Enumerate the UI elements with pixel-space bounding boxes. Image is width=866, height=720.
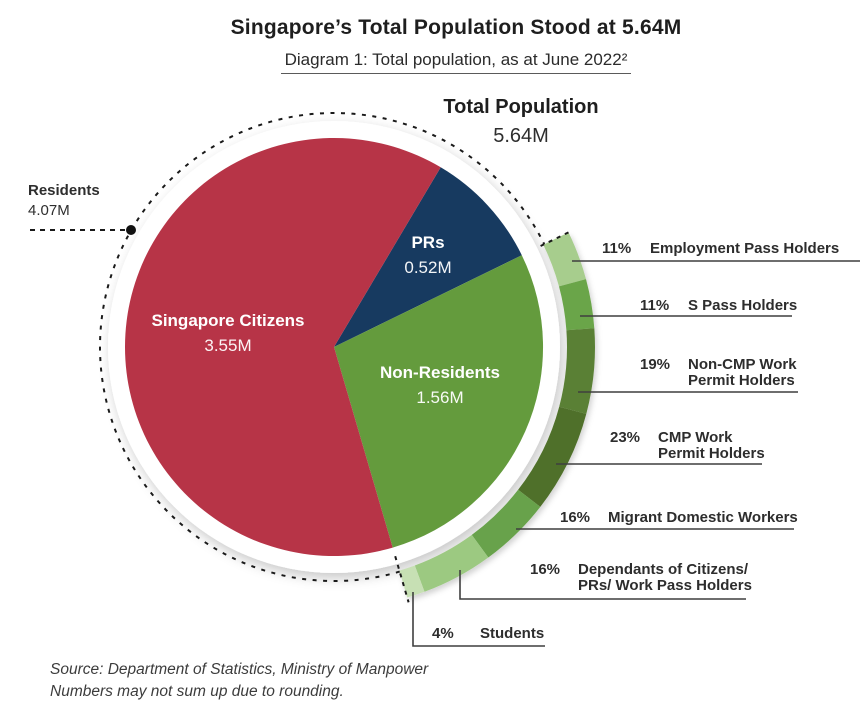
legend-connector-6 xyxy=(412,592,545,647)
legend-label: Non-CMP Work Permit Holders xyxy=(688,356,797,389)
dashed-boundary-tick-0 xyxy=(540,230,571,247)
legend-label: CMP Work Permit Holders xyxy=(658,429,765,462)
legend-item-cmp-work-permit-holders: 23% CMP Work Permit Holders xyxy=(610,430,773,462)
legend-item-migrant-domestic-workers: 16% Migrant Domestic Workers xyxy=(560,510,798,526)
pie-slice-prs xyxy=(334,167,522,347)
total-population-label: Total Population xyxy=(443,96,599,118)
legend-item-non-cmp-work-permit-holders: 19% Non-CMP Work Permit Holders xyxy=(640,357,810,389)
slice-label-singapore-citizens: Singapore Citizens 3.55M xyxy=(148,310,308,356)
legend-percent: 4% xyxy=(432,625,454,642)
ring-segment-3 xyxy=(518,406,587,507)
pie-slice-singapore-citizens xyxy=(125,138,441,557)
legend-item-students: 4% Students xyxy=(432,626,544,642)
legend-label: Students xyxy=(480,625,545,642)
page-subtitle-wrap: Diagram 1: Total population, as at June … xyxy=(46,50,866,74)
ring-segment-2 xyxy=(559,328,595,414)
pie-slices xyxy=(125,138,544,557)
page-subtitle: Diagram 1: Total population, as at June … xyxy=(280,50,632,74)
ring-segment-5 xyxy=(414,534,489,592)
legend-percent: 19% xyxy=(640,356,671,373)
slice-label-prs: PRs 0.52M xyxy=(388,232,468,278)
ring-segment-4 xyxy=(471,489,541,558)
residents-pointer-dot xyxy=(126,225,136,235)
slice-label-non-residents: Non-Residents 1.56M xyxy=(359,362,521,408)
page-title: Singapore’s Total Population Stood at 5.… xyxy=(230,16,682,39)
legend-connector-5 xyxy=(459,570,746,600)
slice-name: Non-Residents xyxy=(380,363,500,382)
legend-percent: 23% xyxy=(610,429,641,446)
legend-item-s-pass-holders: 11% S Pass Holders xyxy=(640,298,797,314)
source-note-block: Source: Department of Statistics, Minist… xyxy=(50,659,428,703)
legend-item-dependants: 16% Dependants of Citizens/ PRs/ Work Pa… xyxy=(530,562,763,594)
ring-segment-1 xyxy=(559,279,595,331)
legend-percent: 16% xyxy=(530,561,561,578)
slice-name: Singapore Citizens xyxy=(151,311,305,330)
legend-percent: 11% xyxy=(602,240,632,257)
legend-percent: 16% xyxy=(560,509,591,526)
legend-connector-lines xyxy=(412,260,860,647)
rounding-note-line: Numbers may not sum up due to rounding. xyxy=(50,683,344,700)
residents-dashed-arc xyxy=(99,112,546,582)
slice-name: PRs xyxy=(411,233,445,252)
residents-value: 4.07M xyxy=(28,202,70,219)
source-line: Source: Department of Statistics, Minist… xyxy=(50,661,429,678)
legend-item-employment-pass-holders: 11% Employment Pass Holders xyxy=(602,241,839,257)
residents-callout: Residents 4.07M xyxy=(28,182,100,219)
slice-value: 3.55M xyxy=(204,336,252,355)
legend-label: Migrant Domestic Workers xyxy=(608,509,798,526)
total-population-block: Total Population 5.64M xyxy=(421,96,621,148)
ring-segment-0 xyxy=(543,232,586,287)
residents-dashed-circle xyxy=(30,112,571,603)
legend-label: Employment Pass Holders xyxy=(650,240,840,257)
legend-percent: 11% xyxy=(640,297,670,314)
legend-label: Dependants of Citizens/ PRs/ Work Pass H… xyxy=(578,561,752,594)
legend-label: S Pass Holders xyxy=(688,297,798,314)
breakdown-ring-group xyxy=(399,232,595,598)
slice-value: 0.52M xyxy=(404,258,452,277)
pie-slice-non-residents xyxy=(334,255,544,548)
residents-label: Residents xyxy=(28,182,100,199)
slice-value: 1.56M xyxy=(416,388,464,407)
non-residents-breakdown-ring xyxy=(399,232,595,598)
ring-segment-6 xyxy=(399,565,425,598)
total-population-value: 5.64M xyxy=(493,125,549,147)
